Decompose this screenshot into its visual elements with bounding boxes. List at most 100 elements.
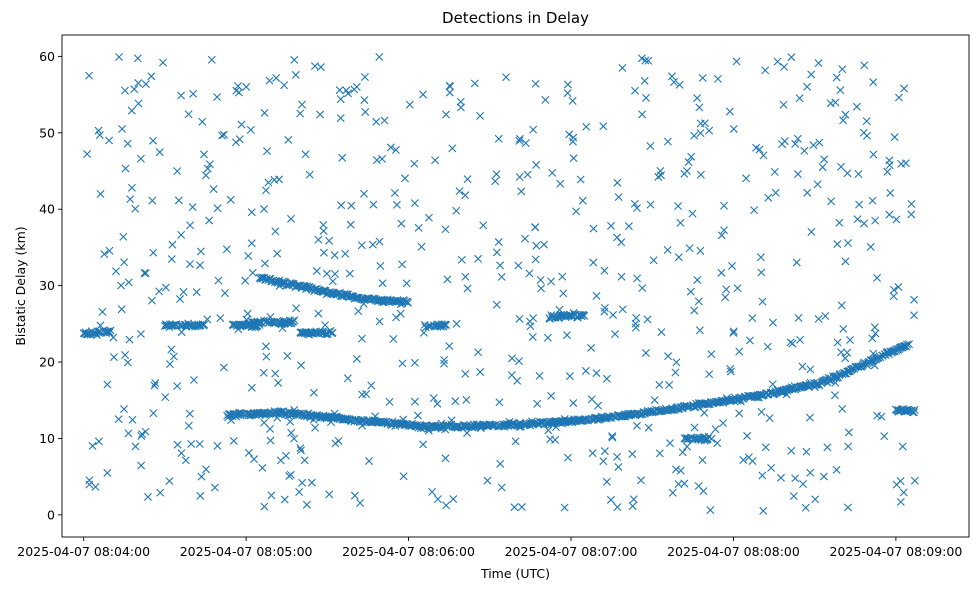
data-point — [496, 459, 505, 468]
data-point — [319, 248, 328, 257]
data-point — [385, 397, 394, 406]
data-point — [290, 316, 299, 325]
data-point — [262, 186, 270, 195]
data-point — [841, 354, 850, 363]
data-point — [414, 223, 423, 232]
data-point — [147, 296, 156, 305]
data-point — [461, 272, 470, 281]
data-point — [334, 436, 343, 445]
data-point — [338, 153, 347, 162]
data-point — [694, 297, 703, 306]
data-point — [532, 160, 541, 169]
data-point — [721, 293, 730, 302]
data-point — [461, 369, 470, 378]
data-point — [375, 53, 384, 62]
data-point — [440, 359, 449, 368]
data-point — [894, 282, 903, 291]
data-point — [898, 442, 907, 451]
data-point — [85, 71, 94, 80]
data-point — [690, 131, 699, 140]
data-point — [521, 139, 530, 148]
data-point — [543, 333, 552, 342]
data-point — [131, 204, 140, 213]
data-point — [105, 136, 114, 145]
data-point — [177, 449, 186, 458]
data-point — [569, 154, 578, 163]
data-point — [214, 276, 223, 285]
data-point — [119, 232, 128, 241]
data-point — [479, 221, 488, 230]
data-point — [260, 259, 269, 268]
data-point — [868, 196, 877, 205]
data-point — [428, 487, 437, 496]
data-point — [433, 399, 442, 408]
data-point — [184, 421, 193, 430]
data-point — [286, 417, 295, 426]
data-point — [644, 56, 653, 65]
data-point — [474, 348, 483, 357]
data-point — [551, 313, 560, 322]
data-point — [242, 82, 251, 91]
data-point — [274, 378, 283, 387]
data-point — [640, 76, 649, 85]
data-point — [896, 497, 905, 506]
data-point — [328, 277, 337, 286]
data-point — [463, 175, 472, 184]
data-point — [802, 447, 811, 456]
data-point — [222, 245, 231, 254]
data-point — [476, 367, 485, 376]
y-tick-label: 40 — [39, 202, 55, 217]
data-point — [343, 374, 352, 383]
data-point — [284, 319, 293, 328]
data-point — [267, 491, 276, 500]
data-point — [463, 284, 472, 293]
data-point — [260, 502, 269, 511]
data-point — [838, 404, 847, 413]
data-point — [296, 109, 305, 118]
data-point — [713, 74, 722, 83]
data-point — [494, 238, 503, 247]
data-point — [325, 490, 334, 499]
data-point — [189, 89, 198, 98]
data-point — [657, 328, 666, 337]
data-point — [462, 395, 471, 404]
data-point — [841, 110, 850, 119]
data-point — [389, 335, 398, 344]
data-point — [448, 144, 457, 153]
data-point — [243, 319, 252, 328]
data-point — [103, 468, 112, 477]
data-point — [680, 169, 689, 178]
data-point — [147, 72, 156, 81]
data-point — [628, 502, 637, 511]
data-point — [235, 135, 244, 144]
data-point — [244, 251, 253, 260]
data-point — [532, 241, 541, 250]
data-point — [638, 410, 647, 419]
data-point — [765, 414, 774, 423]
data-point — [443, 275, 452, 284]
data-point — [568, 96, 577, 105]
data-point — [440, 356, 449, 364]
data-point — [445, 88, 454, 97]
data-point — [800, 146, 809, 155]
data-point — [539, 240, 548, 249]
data-point — [148, 196, 157, 205]
data-point — [260, 316, 269, 325]
data-point — [614, 193, 623, 202]
data-point — [899, 488, 908, 497]
data-point — [105, 246, 114, 255]
data-point — [580, 311, 589, 320]
data-point — [195, 439, 204, 448]
data-point — [369, 200, 378, 209]
data-point — [302, 500, 311, 509]
data-point — [402, 279, 411, 288]
data-point — [263, 147, 272, 156]
data-point — [337, 201, 346, 210]
data-point — [280, 495, 289, 504]
data-point — [602, 374, 611, 383]
data-point — [311, 423, 320, 432]
data-point — [869, 78, 878, 87]
data-point — [844, 442, 853, 451]
data-point — [833, 240, 842, 249]
data-point — [725, 107, 734, 116]
